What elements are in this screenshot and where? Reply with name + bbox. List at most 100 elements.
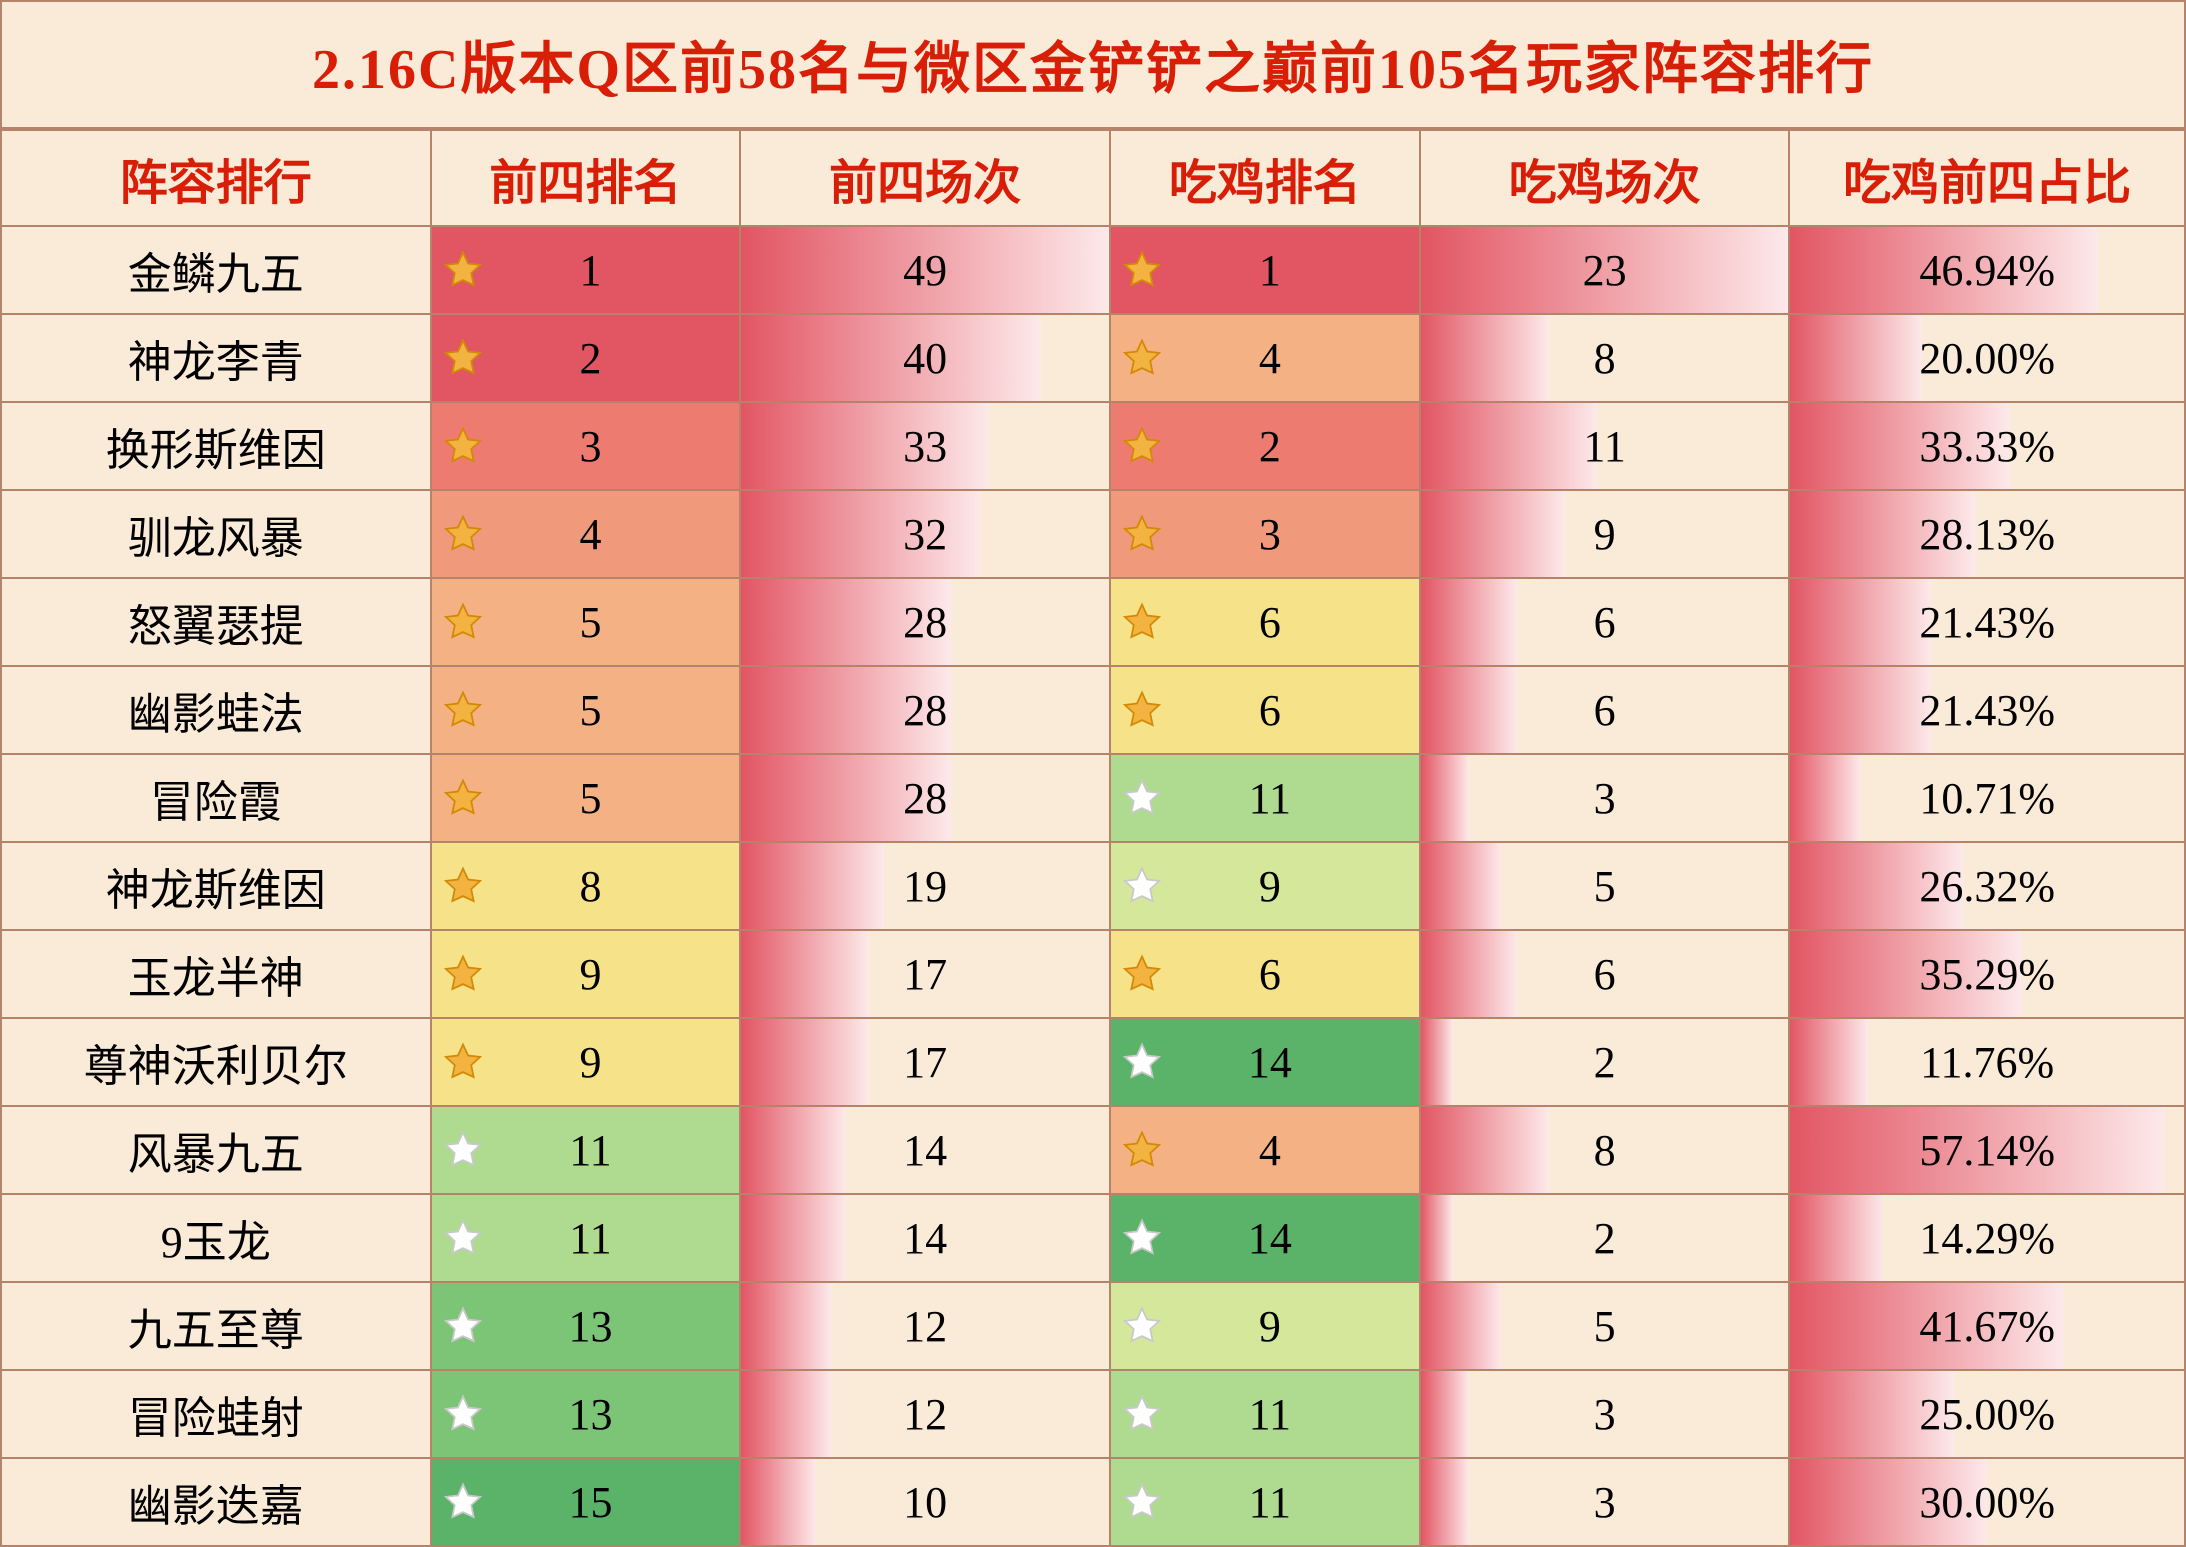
table-row: 驯龙风暴4323928.13% xyxy=(1,490,2185,578)
rank-value: 1 xyxy=(1171,245,1419,296)
table-row: 换形斯维因33321133.33% xyxy=(1,402,2185,490)
col-header-1: 前四排名 xyxy=(431,130,741,226)
rank-cell: 3 xyxy=(431,402,741,490)
rank-cell: 4 xyxy=(1110,314,1420,402)
bar-cell: 23 xyxy=(1420,226,1790,314)
star-icon xyxy=(442,601,484,643)
rank-cell: 11 xyxy=(1110,1458,1420,1546)
bar-cell: 2 xyxy=(1420,1194,1790,1282)
bar-cell: 5 xyxy=(1420,842,1790,930)
bar-cell: 14 xyxy=(740,1106,1110,1194)
bar-value: 6 xyxy=(1421,579,1789,665)
bar-value: 14 xyxy=(741,1195,1109,1281)
rank-value: 14 xyxy=(1171,1037,1419,1088)
star-icon xyxy=(1121,249,1163,291)
bar-cell: 28 xyxy=(740,578,1110,666)
bar-cell: 33 xyxy=(740,402,1110,490)
rank-cell: 5 xyxy=(431,666,741,754)
rank-cell: 3 xyxy=(1110,490,1420,578)
bar-value: 5 xyxy=(1421,1283,1789,1369)
rank-value: 5 xyxy=(492,597,740,648)
bar-value: 5 xyxy=(1421,843,1789,929)
rank-value: 4 xyxy=(1171,333,1419,384)
table-row: 金鳞九五14912346.94% xyxy=(1,226,2185,314)
percent-value: 57.14% xyxy=(1790,1107,2184,1193)
rank-cell: 2 xyxy=(431,314,741,402)
table-row: 玉龙半神9176635.29% xyxy=(1,930,2185,1018)
rank-cell: 1 xyxy=(431,226,741,314)
bar-value: 23 xyxy=(1421,227,1789,313)
rank-value: 9 xyxy=(1171,1301,1419,1352)
percent-value: 41.67% xyxy=(1790,1283,2184,1369)
rank-value: 4 xyxy=(492,509,740,560)
table-row: 风暴九五 1114 4857.14% xyxy=(1,1106,2185,1194)
bar-cell: 9 xyxy=(1420,490,1790,578)
star-icon xyxy=(1121,601,1163,643)
percent-cell: 28.13% xyxy=(1789,490,2185,578)
bar-value: 28 xyxy=(741,755,1109,841)
star-icon xyxy=(442,777,484,819)
star-icon xyxy=(1121,425,1163,467)
rank-value: 9 xyxy=(1171,861,1419,912)
percent-value: 21.43% xyxy=(1790,667,2184,753)
bar-cell: 11 xyxy=(1420,402,1790,490)
table-row: 尊神沃利贝尔91714211.76% xyxy=(1,1018,2185,1106)
ranking-table: 阵容排行前四排名前四场次吃鸡排名吃鸡场次吃鸡前四占比 金鳞九五14912346.… xyxy=(0,129,2186,1547)
bar-cell: 2 xyxy=(1420,1018,1790,1106)
percent-cell: 21.43% xyxy=(1789,578,2185,666)
percent-value: 10.71% xyxy=(1790,755,2184,841)
bar-value: 6 xyxy=(1421,931,1789,1017)
bar-value: 32 xyxy=(741,491,1109,577)
rank-cell: 4 xyxy=(1110,1106,1420,1194)
star-icon xyxy=(442,1217,484,1259)
rank-value: 4 xyxy=(1171,1125,1419,1176)
rank-value: 11 xyxy=(1171,1477,1419,1528)
rank-value: 11 xyxy=(492,1125,740,1176)
name-cell: 风暴九五 xyxy=(1,1106,431,1194)
bar-value: 3 xyxy=(1421,755,1789,841)
bar-cell: 6 xyxy=(1420,930,1790,1018)
name-cell: 冒险霞 xyxy=(1,754,431,842)
rank-value: 8 xyxy=(492,861,740,912)
bar-value: 33 xyxy=(741,403,1109,489)
rank-value: 13 xyxy=(492,1301,740,1352)
star-icon xyxy=(442,1129,484,1171)
star-icon xyxy=(442,513,484,555)
col-header-3: 吃鸡排名 xyxy=(1110,130,1420,226)
table-row: 怒翼瑟提5286621.43% xyxy=(1,578,2185,666)
rank-value: 2 xyxy=(492,333,740,384)
percent-cell: 57.14% xyxy=(1789,1106,2185,1194)
table-row: 冒险蛙射131211325.00% xyxy=(1,1370,2185,1458)
table-row: 幽影蛙法5286621.43% xyxy=(1,666,2185,754)
rank-value: 6 xyxy=(1171,685,1419,736)
bar-value: 40 xyxy=(741,315,1109,401)
percent-value: 14.29% xyxy=(1790,1195,2184,1281)
percent-cell: 30.00% xyxy=(1789,1458,2185,1546)
percent-value: 20.00% xyxy=(1790,315,2184,401)
rank-value: 3 xyxy=(1171,509,1419,560)
bar-value: 19 xyxy=(741,843,1109,929)
name-cell: 怒翼瑟提 xyxy=(1,578,431,666)
rank-cell: 6 xyxy=(1110,930,1420,1018)
rank-cell: 15 xyxy=(431,1458,741,1546)
bar-cell: 12 xyxy=(740,1282,1110,1370)
percent-cell: 21.43% xyxy=(1789,666,2185,754)
bar-value: 10 xyxy=(741,1459,1109,1545)
col-header-0: 阵容排行 xyxy=(1,130,431,226)
rank-cell: 14 xyxy=(1110,1018,1420,1106)
name-cell: 九五至尊 xyxy=(1,1282,431,1370)
percent-cell: 41.67% xyxy=(1789,1282,2185,1370)
bar-value: 3 xyxy=(1421,1459,1789,1545)
name-cell: 神龙李青 xyxy=(1,314,431,402)
rank-value: 11 xyxy=(1171,773,1419,824)
name-cell: 玉龙半神 xyxy=(1,930,431,1018)
rank-value: 6 xyxy=(1171,597,1419,648)
table-header-row: 阵容排行前四排名前四场次吃鸡排名吃鸡场次吃鸡前四占比 xyxy=(1,130,2185,226)
percent-value: 28.13% xyxy=(1790,491,2184,577)
star-icon xyxy=(1121,1481,1163,1523)
bar-cell: 49 xyxy=(740,226,1110,314)
bar-value: 12 xyxy=(741,1283,1109,1369)
bar-value: 8 xyxy=(1421,315,1789,401)
bar-value: 8 xyxy=(1421,1107,1789,1193)
rank-cell: 9 xyxy=(1110,842,1420,930)
